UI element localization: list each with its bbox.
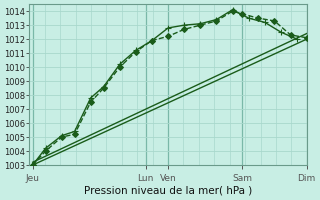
X-axis label: Pression niveau de la mer( hPa ): Pression niveau de la mer( hPa ) [84, 186, 252, 196]
